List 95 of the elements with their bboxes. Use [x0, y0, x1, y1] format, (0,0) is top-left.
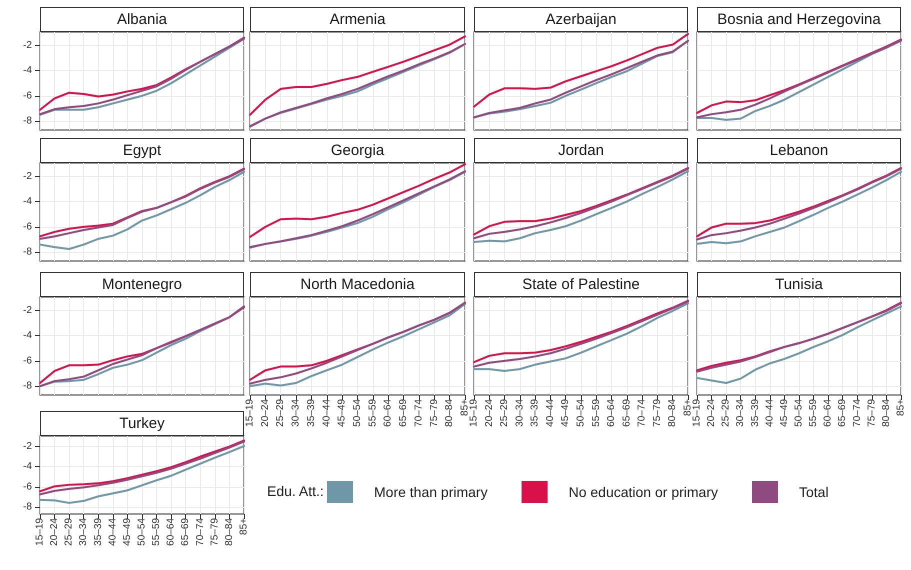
x-tick-label: 50–54	[352, 398, 363, 427]
chart-title: Armenia	[250, 7, 465, 32]
x-tick-label: 25–29	[499, 398, 510, 427]
chart-title: Bosnia and Herzegovina	[697, 7, 901, 32]
x-tick-label: 45–49	[122, 518, 133, 546]
x-tick-label: 30–34	[735, 398, 746, 427]
chart-title: Albania	[40, 7, 244, 32]
x-tick-label: 80–84	[880, 398, 892, 427]
x-tick-label: 50–54	[136, 518, 148, 546]
line-series	[39, 170, 245, 250]
chart-title: Jordan	[474, 138, 688, 163]
y-tick-label: -4	[23, 196, 32, 208]
x-tick-label: 45–49	[778, 398, 790, 427]
legend-label: Total	[798, 484, 829, 500]
chart-title: Azerbaijan	[474, 7, 688, 32]
x-tick-label: 70–74	[636, 398, 648, 427]
y-tick-label: -2	[23, 441, 32, 452]
x-tick-label: 35–39	[530, 398, 541, 427]
line-series	[39, 445, 245, 504]
x-tick-label: 40–44	[321, 398, 332, 427]
x-tick-label: 75–79	[652, 398, 663, 427]
x-tick-label: 35–39	[750, 398, 761, 427]
y-tick-label: -6	[23, 221, 32, 232]
x-tick-label: 25–29	[64, 518, 75, 546]
legend-title: Edu. Att.:	[267, 483, 324, 499]
y-tick-label: -6	[23, 481, 32, 492]
x-tick-label: 75–79	[428, 398, 440, 427]
x-tick-label: 20–24	[49, 518, 60, 546]
x-tick-label: 35–39	[306, 398, 317, 427]
x-tick-label: 60–64	[606, 398, 618, 427]
x-tick-label: 40–44	[764, 398, 776, 427]
x-tick-label: 70–74	[852, 398, 863, 427]
x-tick-label: 85+	[238, 518, 250, 535]
x-tick-label: 40–44	[544, 398, 556, 427]
x-tick-label: 70–74	[413, 398, 424, 427]
x-tick-label: 40–44	[107, 518, 118, 546]
x-tick-label: 85+	[460, 398, 470, 416]
x-tick-label: 80–84	[667, 398, 678, 427]
x-tick-label: 15–19	[244, 398, 256, 427]
y-tick-label: -2	[23, 40, 32, 51]
x-tick-label: 55–59	[590, 398, 602, 427]
y-tick-label: -8	[23, 116, 32, 127]
y-tick-label: -2	[23, 170, 32, 182]
x-tick-label: 45–49	[560, 398, 572, 427]
y-tick-label: -6	[23, 90, 32, 102]
x-tick-label: 30–34	[290, 398, 302, 427]
x-tick-label: 80–84	[224, 518, 235, 546]
x-tick-label: 75–79	[209, 518, 220, 546]
x-tick-label: 50–54	[576, 398, 586, 427]
x-tick-label: 60–64	[822, 398, 834, 427]
x-tick-label: 60–64	[166, 518, 177, 546]
x-tick-label: 25–29	[275, 398, 286, 427]
x-tick-label: 20–24	[706, 398, 718, 427]
x-tick-label: 55–59	[367, 398, 378, 427]
legend-label: More than primary	[374, 484, 488, 500]
y-tick-label: -6	[23, 355, 32, 366]
legend-label: No education or primary	[568, 484, 718, 500]
x-tick-label: 65–69	[621, 398, 632, 427]
x-tick-label: 15–19	[468, 398, 480, 427]
y-tick-label: -4	[23, 461, 32, 472]
x-tick-label: 55–59	[151, 518, 162, 546]
y-tick-label: -8	[23, 501, 32, 512]
x-tick-label: 45–49	[336, 398, 348, 427]
y-tick-label: -8	[23, 380, 32, 392]
x-tick-label: 75–79	[866, 398, 878, 427]
x-tick-label: 25–29	[720, 398, 732, 427]
x-tick-label: 85+	[682, 398, 694, 416]
x-tick-label: 30–34	[514, 398, 526, 427]
x-tick-label: 65–69	[398, 398, 410, 427]
x-tick-label: 15–19	[692, 398, 702, 427]
chart-title: Georgia	[250, 138, 465, 163]
x-tick-label: 20–24	[484, 398, 495, 427]
x-tick-label: 50–54	[794, 398, 804, 427]
x-tick-label: 65–69	[180, 518, 192, 546]
y-tick-label: -8	[23, 246, 32, 258]
x-tick-label: 70–74	[194, 518, 206, 546]
chart-title: Montenegro	[40, 272, 244, 297]
chart-title: State of Palestine	[474, 272, 688, 297]
x-tick-label: 15–19	[34, 518, 46, 546]
y-tick-label: -4	[23, 65, 32, 76]
x-tick-label: 80–84	[444, 398, 456, 427]
chart-title: North Macedonia	[250, 272, 465, 297]
y-tick-label: -2	[23, 304, 32, 316]
x-tick-label: 55–59	[808, 398, 820, 427]
chart-title: Lebanon	[697, 138, 901, 163]
chart-title: Turkey	[40, 411, 244, 436]
x-tick-label: 20–24	[260, 398, 271, 427]
x-tick-label: 65–69	[837, 398, 848, 427]
y-tick-label: -4	[23, 330, 32, 342]
x-tick-label: 60–64	[382, 398, 394, 427]
chart-title: Egypt	[40, 138, 244, 163]
x-tick-label: 35–39	[92, 518, 104, 546]
x-tick-label: 30–34	[78, 518, 90, 546]
chart-title: Tunisia	[697, 272, 901, 297]
x-tick-label: 85+	[896, 398, 906, 416]
